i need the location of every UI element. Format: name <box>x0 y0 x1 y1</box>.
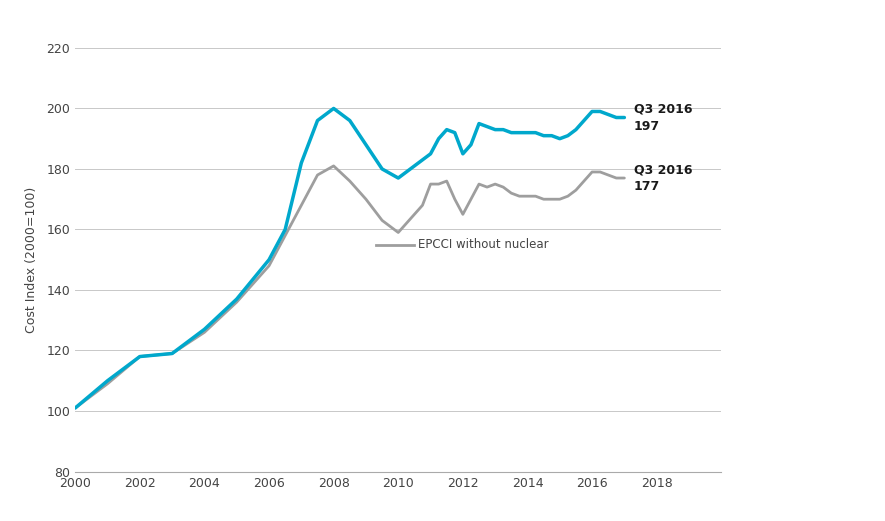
Text: Q3 2016
177: Q3 2016 177 <box>634 163 693 193</box>
Text: EPCCI without nuclear: EPCCI without nuclear <box>419 238 549 251</box>
Text: Q3 2016
197: Q3 2016 197 <box>634 103 693 132</box>
Y-axis label: Cost Index (2000=100): Cost Index (2000=100) <box>25 187 38 333</box>
Text: European Power Capital Cost Index (EPCCI): European Power Capital Cost Index (EPCCI… <box>12 17 369 31</box>
